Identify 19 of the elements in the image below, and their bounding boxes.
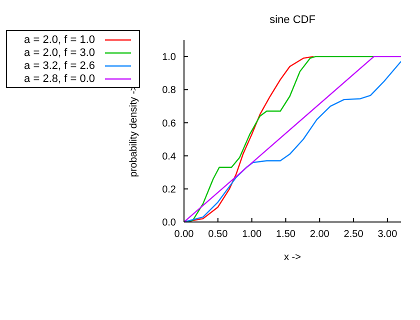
x-axis-title: x -> <box>284 252 302 263</box>
legend-label: a = 2.0, f = 3.0 <box>24 46 95 58</box>
legend-label: a = 3.2, f = 2.6 <box>24 60 95 72</box>
x-tick-label: 0.50 <box>208 229 228 240</box>
y-tick-label: 0.0 <box>162 218 176 229</box>
x-tick-label: 2.00 <box>310 229 330 240</box>
y-tick-label: 0.8 <box>162 85 176 96</box>
y-tick-label: 0.4 <box>162 151 176 162</box>
x-tick-label: 1.00 <box>242 229 262 240</box>
y-tick-label: 0.6 <box>162 118 176 130</box>
y-tick-label: 0.2 <box>162 184 176 196</box>
x-tick-label: 1.50 <box>276 229 296 240</box>
y-tick-label: 1.0 <box>162 52 176 64</box>
x-tick-label: 2.50 <box>344 229 364 240</box>
chart-title: sine CDF <box>268 14 316 26</box>
x-tick-label: 3.00 <box>378 229 398 240</box>
x-tick-label: 0.00 <box>174 229 194 240</box>
legend-label: a = 2.0, f = 1.0 <box>24 34 95 46</box>
legend-label: a = 2.8, f = 0.0 <box>24 72 95 84</box>
